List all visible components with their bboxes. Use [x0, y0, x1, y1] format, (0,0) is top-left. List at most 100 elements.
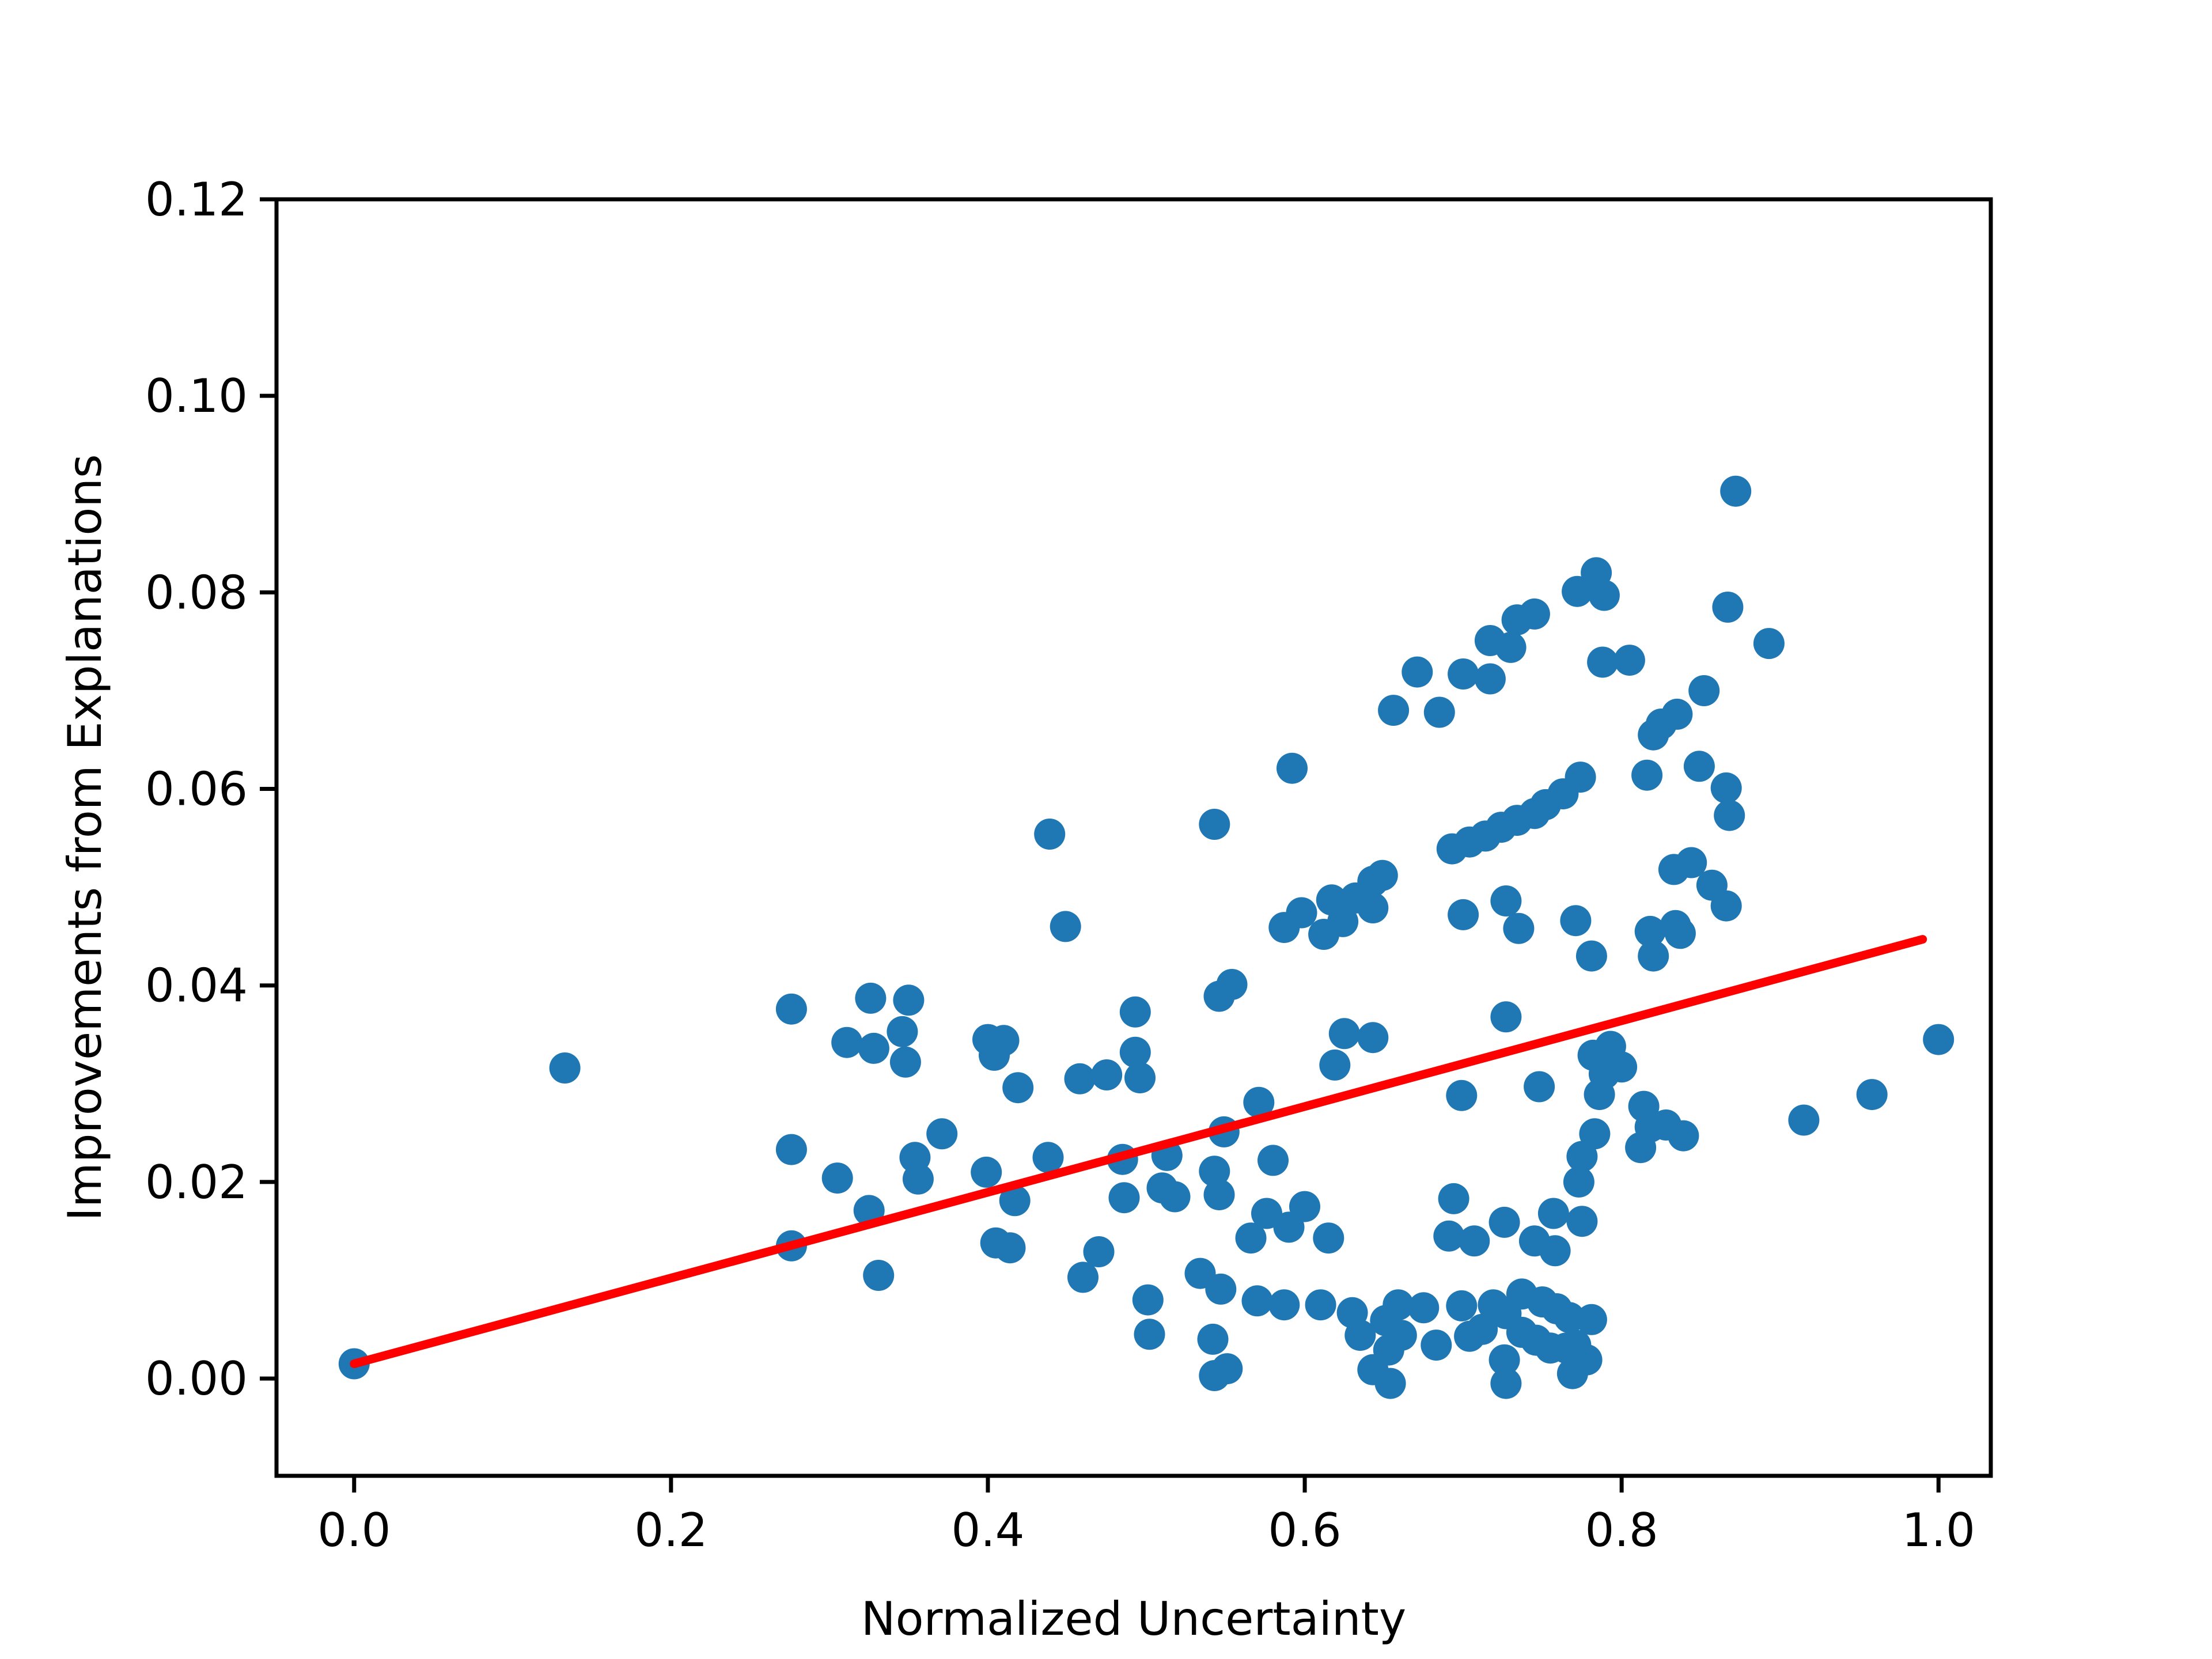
scatter-point: [1273, 1211, 1305, 1243]
scatter-point: [1408, 1292, 1440, 1324]
scatter-point: [1448, 658, 1479, 690]
scatter-point: [1634, 915, 1666, 947]
scatter-point: [1563, 1166, 1594, 1198]
scatter-point: [1305, 1289, 1336, 1321]
scatter-point: [1710, 890, 1742, 922]
scatter-point: [1714, 800, 1745, 831]
scatter-point: [1083, 1236, 1115, 1267]
scatter-point: [1474, 663, 1506, 695]
x-tick-label: 0.2: [634, 1503, 707, 1557]
trend-line: [350, 935, 1927, 1368]
scatter-point: [1688, 675, 1720, 706]
scatter-point: [1446, 1080, 1478, 1111]
trend-line-layer: [350, 935, 1927, 1368]
scatter-point: [1268, 1289, 1300, 1321]
scatter-point: [1308, 919, 1340, 950]
scatter-point: [1257, 1145, 1289, 1176]
scatter-point: [1490, 885, 1522, 916]
y-tick-label: 0.06: [145, 763, 248, 816]
scatter-point: [1503, 912, 1535, 944]
y-tick-label: 0.02: [145, 1156, 248, 1209]
scatter-point: [1134, 1319, 1165, 1350]
x-tick-label: 0.6: [1268, 1503, 1341, 1557]
scatter-point: [1606, 1051, 1638, 1083]
scatter-point: [971, 1156, 1002, 1188]
scatter-point: [1923, 1024, 1955, 1055]
scatter-point: [1374, 1368, 1406, 1399]
scatter-point: [1560, 905, 1592, 937]
scatter-point: [1490, 1368, 1522, 1399]
scatter-point: [899, 1142, 931, 1173]
scatter-point: [1366, 859, 1398, 891]
scatter-point: [1518, 598, 1550, 630]
scatter-point: [1446, 1290, 1478, 1321]
scatter-point: [1067, 1262, 1099, 1293]
scatter-point: [1664, 918, 1696, 949]
scatter-point: [1378, 695, 1410, 726]
scatter-point: [1566, 1141, 1598, 1172]
scatter-point: [858, 1032, 889, 1064]
y-axis-ticks: 0.00 0.02 0.04 0.06 0.08 0.10 0.12: [145, 173, 276, 1406]
scatter-point: [887, 1016, 918, 1047]
scatter-point: [1539, 1235, 1571, 1267]
scatter-point: [1064, 1063, 1096, 1094]
scatter-point: [1588, 579, 1620, 611]
x-axis-label: Normalized Uncertainty: [861, 1592, 1406, 1646]
scatter-point: [1119, 1036, 1151, 1068]
scatter-point: [1357, 892, 1389, 923]
scatter-point: [1490, 1001, 1522, 1033]
scatter-point: [1313, 1222, 1344, 1254]
scatter-point: [1613, 645, 1645, 676]
scatter-point: [1565, 762, 1596, 793]
scatter-point: [1251, 1198, 1282, 1229]
scatter-point: [1091, 1059, 1123, 1090]
x-tick-label: 0.8: [1585, 1503, 1658, 1557]
scatter-point: [1668, 1120, 1699, 1152]
scatter-point: [1467, 1313, 1498, 1345]
scatter-point: [1712, 592, 1744, 623]
scatter-point: [1625, 1132, 1657, 1164]
scatter-point: [1562, 575, 1593, 607]
scatter-point: [1676, 847, 1707, 878]
scatter-point: [1108, 1182, 1140, 1214]
scatter-point: [1638, 719, 1669, 751]
axes-spines: [274, 197, 1993, 1478]
scatter-point: [1433, 1220, 1465, 1252]
y-axis-label: Improvements from Explanations: [58, 454, 112, 1221]
scatter-point: [1199, 1156, 1230, 1187]
scatter-point: [1034, 819, 1066, 850]
scatter-point: [775, 1134, 807, 1165]
scatter-point: [1720, 475, 1752, 507]
scatter-point: [1856, 1079, 1888, 1111]
y-tick-label: 0.08: [145, 566, 248, 619]
x-tick-label: 1.0: [1902, 1503, 1975, 1557]
scatter-point: [1571, 1344, 1603, 1376]
scatter-point: [1488, 1344, 1520, 1376]
scatter-point: [1495, 631, 1527, 663]
scatter-point: [1459, 1225, 1490, 1257]
scatter-point: [1199, 1360, 1230, 1391]
scatter-point: [1235, 1222, 1267, 1254]
scatter-point: [1243, 1086, 1275, 1118]
scatter-point: [1584, 1079, 1615, 1111]
scatter-point: [1050, 911, 1081, 942]
x-tick-label: 0.0: [317, 1503, 391, 1557]
scatter-point: [1579, 1118, 1611, 1150]
scatter-point: [863, 1260, 895, 1291]
x-tick-label: 0.4: [951, 1503, 1024, 1557]
scatter-point: [1587, 646, 1619, 678]
scatter-point: [1216, 969, 1248, 1000]
scatter-point: [549, 1052, 581, 1084]
scatter-point: [1631, 759, 1663, 791]
scatter-point: [1537, 1198, 1569, 1229]
scatter-point: [1132, 1284, 1164, 1316]
scatter-point: [1328, 1018, 1360, 1050]
scatter-point: [775, 993, 807, 1025]
scatter-point: [1277, 752, 1308, 784]
scatter-point: [821, 1162, 853, 1194]
scatter-point: [1197, 1323, 1229, 1355]
scatter-point: [893, 984, 925, 1016]
scatter-point: [979, 1039, 1010, 1071]
scatter-point: [1488, 1206, 1520, 1238]
